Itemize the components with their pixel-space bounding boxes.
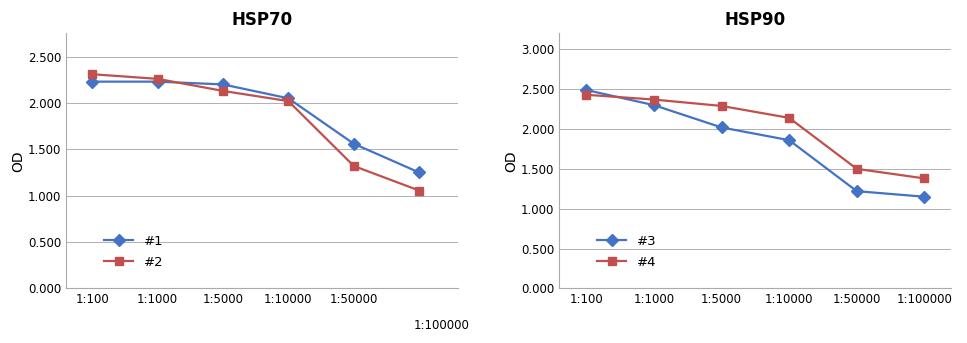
Legend: #1, #2: #1, #2: [104, 235, 163, 269]
Title: HSP70: HSP70: [232, 11, 293, 29]
#1: [86, 80, 98, 84]
#2: [218, 89, 229, 93]
#1: [348, 142, 360, 146]
#3: [851, 189, 863, 193]
Line: #3: #3: [582, 86, 928, 201]
Y-axis label: OD: OD: [11, 150, 25, 172]
#1: [413, 170, 425, 175]
Text: 1:100000: 1:100000: [414, 319, 469, 332]
#3: [919, 195, 930, 199]
#4: [919, 176, 930, 180]
#2: [282, 99, 294, 103]
Line: #2: #2: [88, 70, 424, 195]
#1: [152, 80, 163, 84]
#1: [218, 82, 229, 86]
#4: [716, 104, 727, 108]
#4: [648, 97, 659, 102]
#3: [783, 138, 795, 142]
#3: [580, 88, 592, 92]
#2: [86, 72, 98, 76]
Line: #4: #4: [582, 91, 928, 182]
#4: [851, 167, 863, 171]
#2: [348, 164, 360, 168]
Title: HSP90: HSP90: [724, 11, 786, 29]
#1: [282, 96, 294, 100]
Y-axis label: OD: OD: [504, 150, 518, 172]
#4: [783, 116, 795, 120]
#2: [413, 189, 425, 193]
#3: [716, 126, 727, 130]
#4: [580, 93, 592, 97]
#3: [648, 103, 659, 107]
Legend: #3, #4: #3, #4: [598, 235, 657, 269]
#2: [152, 77, 163, 81]
Line: #1: #1: [88, 78, 424, 177]
